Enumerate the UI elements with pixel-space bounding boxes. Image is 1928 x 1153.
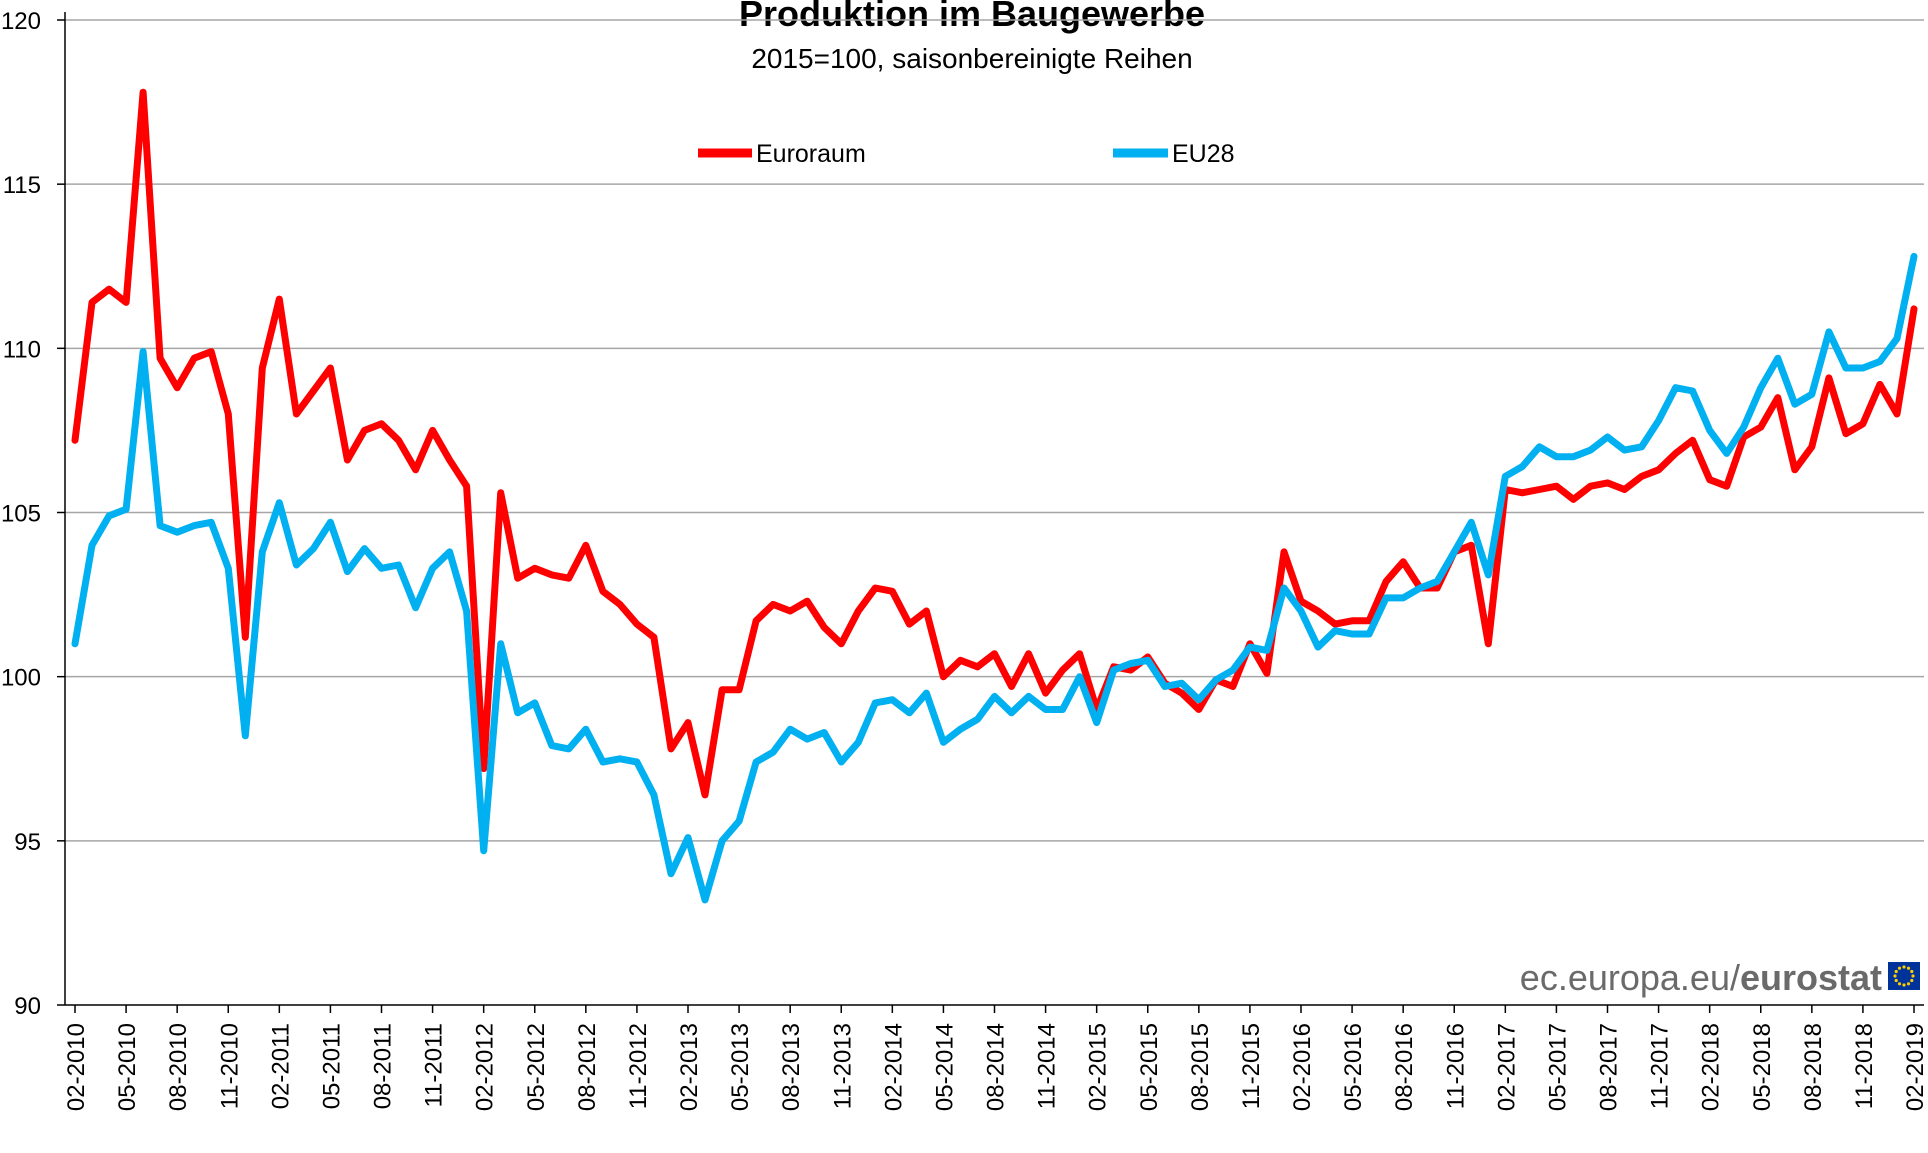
eu-star-icon (1910, 978, 1914, 983)
x-tick-label-05-2010: 05-2010 (114, 1023, 141, 1111)
x-tick-label-08-2017: 08-2017 (1596, 1023, 1623, 1111)
x-tick-label-05-2017: 05-2017 (1544, 1023, 1571, 1111)
x-tick-label-11-2014: 11-2014 (1034, 1023, 1061, 1109)
x-tick-label-08-2016: 08-2016 (1391, 1023, 1418, 1111)
y-tick-label-110: 110 (3, 336, 41, 363)
x-tick-label-02-2012: 02-2012 (472, 1023, 499, 1111)
x-tick-label-05-2016: 05-2016 (1340, 1023, 1367, 1111)
eu-star-icon (1894, 969, 1898, 974)
x-tick-label-08-2010: 08-2010 (165, 1023, 192, 1111)
x-tick-label-11-2010: 11-2010 (216, 1023, 243, 1109)
chart-title: Produktion im Baugewerbe (739, 0, 1205, 34)
x-tick-label-11-2012: 11-2012 (625, 1023, 652, 1109)
x-tick-label-11-2016: 11-2016 (1442, 1023, 1469, 1109)
x-tick-label-05-2011: 05-2011 (318, 1023, 345, 1109)
x-tick-label-11-2013: 11-2013 (829, 1023, 856, 1109)
y-tick-label-115: 115 (3, 172, 41, 199)
x-tick-label-08-2012: 08-2012 (574, 1023, 601, 1111)
x-tick-label-02-2010: 02-2010 (63, 1023, 90, 1111)
x-tick-label-11-2015: 11-2015 (1238, 1023, 1265, 1109)
brand-domain: ec.europa.eu/ (1520, 957, 1740, 998)
eu-star-icon (1906, 966, 1911, 970)
x-tick-label-05-2018: 05-2018 (1749, 1023, 1776, 1111)
eu-star-icon (1911, 974, 1915, 978)
x-tick-label-08-2011: 08-2011 (370, 1023, 397, 1109)
brand-name: eurostat (1740, 957, 1882, 998)
eu-star-icon (1897, 966, 1902, 970)
y-tick-label-95: 95 (14, 829, 41, 856)
legend-label-eu28: EU28 (1172, 140, 1235, 168)
x-tick-label-02-2017: 02-2017 (1493, 1023, 1520, 1111)
y-tick-label-90: 90 (14, 993, 41, 1020)
legend-label-euroraum: Euroraum (756, 140, 866, 168)
eu-star-icon (1893, 974, 1897, 978)
x-tick-label-05-2012: 05-2012 (523, 1023, 550, 1111)
eu-star-icon (1894, 978, 1898, 983)
x-tick-label-11-2017: 11-2017 (1647, 1023, 1674, 1109)
x-tick-label-05-2015: 05-2015 (1136, 1023, 1163, 1111)
axes (64, 12, 1924, 1006)
x-tick-label-02-2018: 02-2018 (1698, 1023, 1725, 1111)
eu-star-icon (1902, 965, 1906, 969)
series-line-eu28 (71, 252, 1918, 904)
x-tick-label-02-2011: 02-2011 (267, 1023, 294, 1109)
x-tick-label-08-2015: 08-2015 (1187, 1023, 1214, 1111)
x-tick-label-05-2014: 05-2014 (931, 1023, 958, 1111)
x-tick-label-02-2015: 02-2015 (1085, 1023, 1112, 1111)
x-tick-label-08-2013: 08-2013 (778, 1023, 805, 1111)
x-tick-label-02-2014: 02-2014 (880, 1023, 907, 1111)
x-axis-ticks: 02-2010 05-2010 08-2010 11-2010 02-2011 05-20… (63, 1005, 1928, 1111)
x-tick-label-08-2018: 08-2018 (1800, 1023, 1827, 1111)
eu-stars-icon (1893, 965, 1915, 987)
brand-text: ec.europa.eu/eurostat (1520, 957, 1882, 998)
eu-star-icon (1906, 982, 1911, 986)
eurostat-branding: ec.europa.eu/eurostat (1520, 957, 1920, 998)
y-tick-label-120: 120 (1, 8, 41, 35)
x-tick-label-11-2011: 11-2011 (421, 1023, 448, 1108)
series-line-euroraum (71, 88, 1918, 799)
x-tick-label-05-2013: 05-2013 (727, 1023, 754, 1111)
y-tick-label-105: 105 (1, 501, 41, 528)
series-lines (71, 88, 1918, 904)
x-tick-label-11-2018: 11-2018 (1851, 1023, 1878, 1109)
x-tick-label-02-2013: 02-2013 (676, 1023, 703, 1111)
legend: Euroraum EU28 (698, 140, 1235, 168)
eu-star-icon (1910, 969, 1914, 974)
chart-subtitle: 2015=100, saisonbereinigte Reihen (751, 43, 1192, 74)
eu-star-icon (1897, 982, 1902, 986)
x-tick-label-02-2019: 02-2019 (1902, 1023, 1928, 1111)
y-axis-ticks: 90 95 100 105 110 115 120 (1, 8, 65, 1020)
gridlines (65, 19, 1924, 842)
x-tick-label-08-2014: 08-2014 (983, 1023, 1010, 1111)
x-tick-label-02-2016: 02-2016 (1289, 1023, 1316, 1111)
eu-star-icon (1902, 983, 1906, 987)
y-tick-label-100: 100 (1, 665, 41, 692)
